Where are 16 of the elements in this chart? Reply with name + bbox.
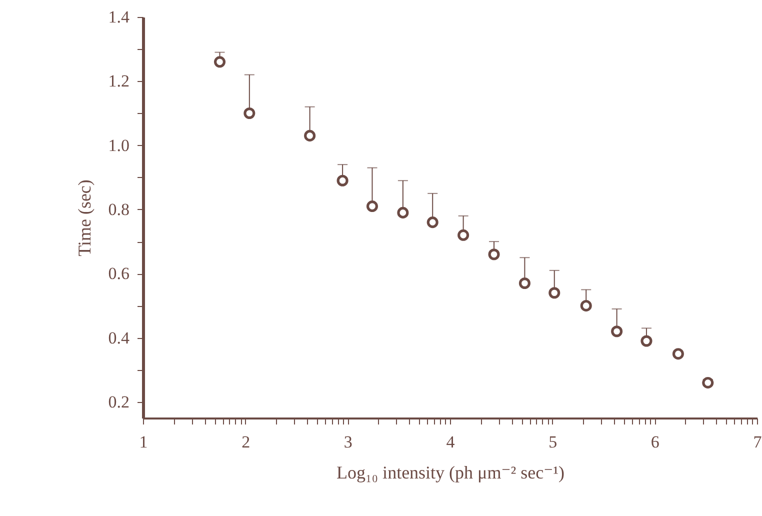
y-tick-label: 1.2	[108, 72, 130, 91]
x-tick-label: 5	[548, 432, 558, 452]
x-tick-label: 2	[242, 432, 250, 452]
y-axis-title: Time (sec)	[74, 180, 94, 256]
x-axis-title: Log₁₀ intensity (ph μm⁻² sec⁻¹)	[336, 462, 564, 482]
y-tick-label: 1.4	[108, 8, 130, 26]
y-tick-label: 0.8	[108, 200, 130, 219]
y-tick-label: 0.4	[108, 328, 130, 348]
y-tick-label: 0.6	[108, 264, 130, 284]
y-tick-label: 0.2	[108, 392, 130, 412]
x-tick-label: 6	[650, 432, 660, 452]
x-tick-label: 7	[753, 432, 762, 452]
y-tick-label: 1.0	[108, 136, 130, 155]
x-tick-label: 3	[344, 432, 352, 452]
x-tick-label: 4	[446, 432, 456, 452]
x-tick-label: 1	[139, 432, 148, 452]
